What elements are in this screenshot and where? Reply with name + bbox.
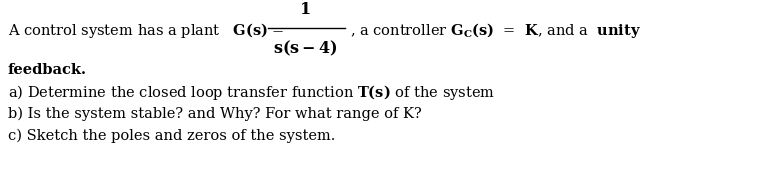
Text: feedback.: feedback. — [8, 63, 87, 77]
Text: $\mathbf{1}$: $\mathbf{1}$ — [299, 2, 311, 19]
Text: a) Determine the closed loop transfer function $\mathbf{T(s)}$ of the system: a) Determine the closed loop transfer fu… — [8, 82, 495, 101]
Text: $\mathbf{s(s-4)}$: $\mathbf{s(s-4)}$ — [273, 38, 337, 58]
Text: c) Sketch the poles and zeros of the system.: c) Sketch the poles and zeros of the sys… — [8, 129, 335, 143]
Text: b) Is the system stable? and Why? For what range of K?: b) Is the system stable? and Why? For wh… — [8, 107, 422, 121]
Text: A control system has a plant   $\mathbf{G(s)}$ =: A control system has a plant $\mathbf{G(… — [8, 21, 285, 39]
Text: , a controller $\mathbf{G_C(s)}$  =  $\mathbf{K}$, and a  $\mathbf{unity}$: , a controller $\mathbf{G_C(s)}$ = $\mat… — [350, 21, 641, 39]
